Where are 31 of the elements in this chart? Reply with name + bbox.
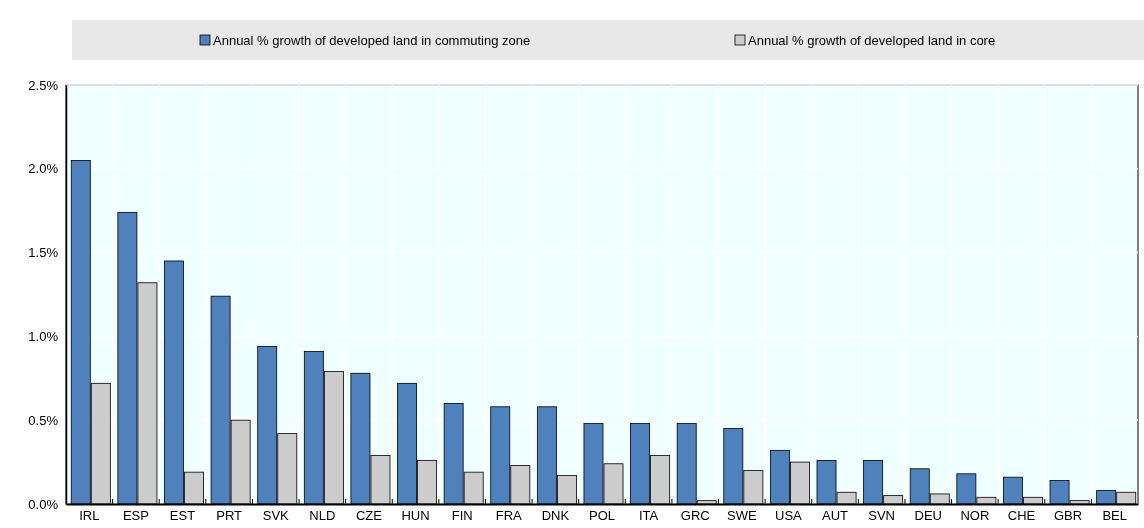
x-tick-label: USA [775, 508, 803, 523]
y-tick-label: 0.0% [28, 496, 59, 512]
x-tick-label: DEU [914, 508, 942, 523]
x-tick-label: CHE [1007, 508, 1036, 523]
x-tick-label: NOR [960, 508, 990, 523]
legend-label: Annual % growth of developed land in commuting zone [213, 33, 531, 48]
x-tick-label: SVN [868, 508, 896, 523]
x-tick-label: GBR [1054, 508, 1083, 523]
x-tick-label: POL [588, 508, 616, 523]
x-tick-label: SVK [262, 508, 290, 523]
x-tick-label: EST [169, 508, 196, 523]
legend-label: Annual % growth of developed land in core [748, 33, 996, 48]
x-tick-label: FIN [451, 508, 473, 523]
x-tick-label: HUN [401, 508, 430, 523]
y-tick-label: 1.5% [28, 245, 59, 261]
y-tick-label: 2.5% [28, 77, 59, 93]
y-tick-label: 1.0% [28, 329, 59, 345]
x-tick-label: CZE [355, 508, 383, 523]
x-tick-label: NLD [309, 508, 336, 523]
x-tick-label: FRA [495, 508, 523, 523]
x-tick-label: ITA [638, 508, 659, 523]
y-tick-label: 2.0% [28, 161, 59, 177]
x-tick-label: IRL [79, 508, 100, 523]
x-tick-label: ESP [122, 508, 149, 523]
x-tick-label: AUT [822, 508, 849, 523]
y-tick-label: 0.5% [28, 412, 59, 428]
x-tick-label: GRC [680, 508, 710, 523]
x-tick-label: DNK [541, 508, 570, 523]
x-tick-label: PRT [216, 508, 243, 523]
x-tick-label: BEL [1102, 508, 1127, 523]
x-tick-label: SWE [727, 508, 757, 523]
